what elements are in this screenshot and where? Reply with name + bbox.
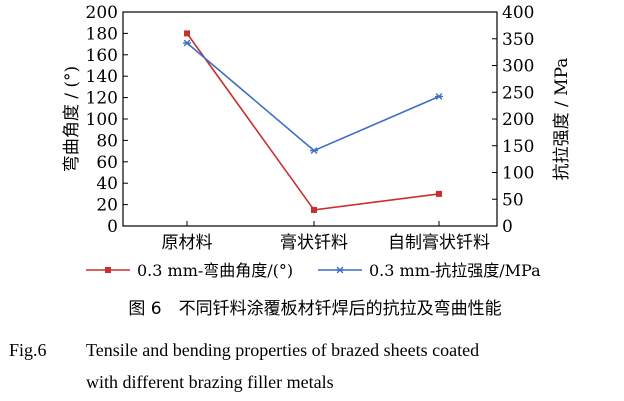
legend-label-tensile: 0.3 mm-抗拉强度/MPa [369, 261, 541, 280]
left-tick-label: 60 [96, 153, 118, 173]
left-tick-label: 180 [86, 24, 118, 44]
left-tick-label: 0 [107, 217, 118, 237]
left-tick-label: 100 [86, 110, 118, 130]
left-axis-label: 弯曲角度 / (°) [62, 66, 82, 172]
x-tick-label: 自制膏状钎料 [388, 232, 490, 253]
series-line-bending [186, 32, 440, 211]
x-tick-label: 原材料 [162, 233, 213, 253]
data-point-tensile [310, 147, 318, 154]
legend-item-bending: 0.3 mm-弯曲角度/(°) [86, 261, 293, 280]
data-point-bending [436, 190, 442, 197]
legend-marker-tensile [336, 266, 344, 274]
data-point-bending [311, 206, 317, 213]
x-axis-ticks: 原材料 膏状钎料 自制膏状钎料 [162, 221, 490, 253]
data-point-tensile [435, 93, 443, 100]
right-tick-label: 400 [502, 3, 534, 23]
right-tick-label: 150 [502, 137, 534, 157]
left-tick-label: 40 [96, 174, 118, 194]
series-layer [183, 30, 443, 213]
legend-marker-bending [105, 267, 111, 273]
caption-en-line1: Tensile and bending properties of brazed… [86, 340, 479, 360]
right-tick-label: 200 [502, 110, 534, 130]
caption-en-line2: with different brazing filler metals [86, 372, 334, 392]
caption-cn: 图 6 不同钎料涂覆板材钎焊后的抗拉及弯曲性能 [128, 299, 501, 319]
data-point-bending [184, 30, 190, 37]
caption-en-label: Fig.6 [9, 340, 47, 360]
right-tick-label: 100 [502, 164, 534, 184]
x-tick-label: 膏状钎料 [280, 232, 348, 253]
right-tick-label: 250 [502, 83, 534, 103]
right-axis-ticks: 0 50 100 150 200 250 300 350 400 [492, 3, 534, 237]
series-line-tensile [186, 42, 440, 152]
left-tick-label: 120 [86, 89, 118, 109]
right-tick-label: 350 [502, 30, 534, 50]
legend-star-glyph [336, 266, 344, 274]
right-axis-label: 抗拉强度 / MPa [552, 58, 572, 181]
right-tick-label: 0 [502, 217, 513, 237]
left-tick-label: 140 [86, 67, 118, 87]
left-tick-label: 200 [86, 3, 118, 23]
left-tick-label: 20 [96, 196, 118, 216]
right-tick-label: 50 [502, 190, 524, 210]
left-tick-label: 80 [96, 131, 118, 151]
data-point-tensile [183, 39, 191, 47]
legend: 0.3 mm-弯曲角度/(°) 0.3 mm-抗拉强度/MPa [86, 261, 541, 280]
right-tick-label: 300 [502, 57, 534, 77]
legend-item-tensile: 0.3 mm-抗拉强度/MPa [318, 261, 541, 280]
legend-label-bending: 0.3 mm-弯曲角度/(°) [137, 261, 293, 280]
left-tick-label: 160 [86, 46, 118, 66]
